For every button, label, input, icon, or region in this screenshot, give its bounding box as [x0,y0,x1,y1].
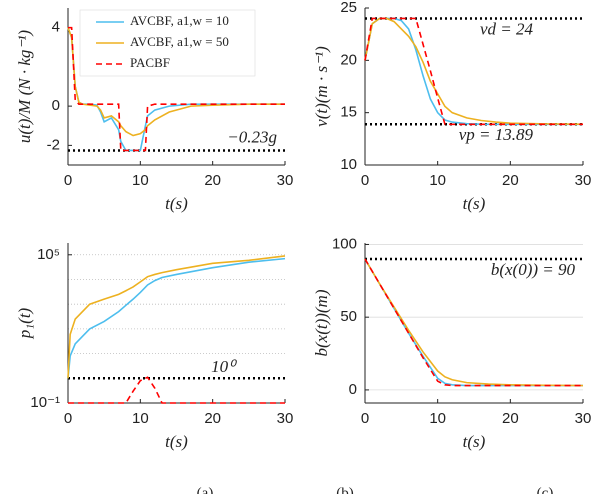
x-tick-label: 30 [575,410,592,427]
y-tick-label: 0 [52,97,60,114]
x-tick-label: 0 [64,172,72,189]
x-tick-label: 10 [132,410,149,427]
series-line [67,255,286,379]
reference-label: vd = 24 [480,19,534,38]
y-tick-label: 15 [340,104,357,121]
y-tick-label: 25 [340,0,357,16]
caption: (a) [197,485,214,494]
reference-label: vp = 13.89 [459,125,534,144]
y-tick-label: 20 [340,51,357,68]
legend-label: PACBF [130,55,170,70]
series-line [364,258,583,387]
reference-label: −0.23g [227,127,277,146]
x-tick-label: 10 [132,172,149,189]
series-line [67,257,286,379]
x-tick-label: 0 [64,410,72,427]
series-line [364,17,583,126]
y-tick-label: -2 [47,136,60,153]
series-line [364,17,583,126]
y-tick-label: 0 [349,381,357,398]
x-tick-label: 20 [502,410,519,427]
x-axis-label: t(s) [165,432,188,451]
y-axis-label: v(t)(m · s⁻¹) [312,46,331,127]
x-tick-label: 20 [204,410,221,427]
x-tick-label: 10 [429,410,446,427]
x-axis-label: t(s) [463,432,486,451]
x-axis-label: t(s) [463,194,486,213]
y-tick-label: 10 [340,156,357,173]
x-tick-label: 20 [502,172,519,189]
y-tick-label: 10⁻¹ [30,394,60,411]
y-tick-label: 100 [332,235,357,252]
y-axis-label: u(t)/M (N · kg⁻¹) [15,30,34,144]
y-axis-label: b(x(t))(m) [312,289,331,356]
y-axis-label: p₁(t) [15,307,34,339]
legend-label: AVCBF, a1,w = 10 [130,13,229,28]
series-line [68,376,285,404]
series-line [364,17,584,125]
x-tick-label: 0 [361,410,369,427]
x-tick-label: 20 [204,172,221,189]
x-tick-label: 30 [277,410,294,427]
x-tick-label: 30 [575,172,592,189]
y-tick-label: 50 [340,308,357,325]
caption: (c) [537,485,554,494]
x-tick-label: 0 [361,172,369,189]
caption: (b) [336,485,354,494]
y-tick-label: 10⁵ [37,246,60,263]
series-line [68,26,285,152]
x-axis-label: t(s) [165,194,188,213]
x-tick-label: 30 [277,172,294,189]
reference-label: 10⁰ [211,357,237,376]
y-tick-label: 4 [52,19,60,36]
x-tick-label: 10 [429,172,446,189]
reference-label: b(x(0)) = 90 [491,260,576,279]
legend-label: AVCBF, a1,w = 50 [130,34,229,49]
